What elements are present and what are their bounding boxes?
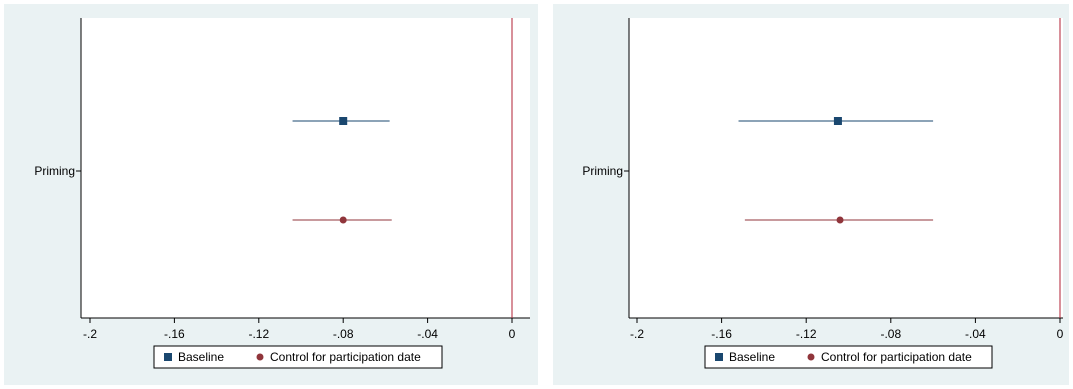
x-tick-label: 0 <box>1057 327 1064 341</box>
legend-marker-control <box>256 353 264 361</box>
coefficient-plot-right: -.2 -.16 -.12 -.08 -.04 0 Priming Baseline Contr… <box>582 18 1064 369</box>
x-tick-label: -.16 <box>164 327 185 341</box>
x-tick-label: -.2 <box>630 327 644 341</box>
point-estimate-baseline <box>339 117 348 125</box>
legend-marker-baseline <box>164 353 172 361</box>
plot-area <box>81 18 530 318</box>
x-tick-label: -.2 <box>83 327 97 341</box>
category-label: Priming <box>582 164 623 178</box>
legend-marker-baseline <box>715 353 723 361</box>
x-tick-label: -.12 <box>248 327 269 341</box>
chart-panel-right: -.2 -.16 -.12 -.08 -.04 0 Priming Baseline Contr… <box>553 4 1069 385</box>
chart-panel-left: -.2 -.16 -.12 -.08 -.04 0 Priming Baseline Contr… <box>4 4 538 385</box>
category-label: Priming <box>34 164 75 178</box>
legend-box <box>704 345 993 369</box>
legend: Baseline Control for participation date <box>704 345 993 369</box>
plot-area <box>629 18 1063 318</box>
x-tick-label: -.16 <box>711 327 732 341</box>
point-estimate-control <box>836 216 844 224</box>
x-tick-label: 0 <box>509 327 516 341</box>
x-tick-label: -.04 <box>417 327 438 341</box>
coefficient-plot-left: -.2 -.16 -.12 -.08 -.04 0 Priming Baseline Contr… <box>34 18 530 369</box>
x-tick-label: -.08 <box>333 327 354 341</box>
x-tick-label: -.04 <box>965 327 986 341</box>
point-estimate-baseline <box>833 117 842 125</box>
legend-label-control: Control for participation date <box>270 350 421 364</box>
legend: Baseline Control for participation date <box>153 345 443 369</box>
point-estimate-control <box>339 216 347 224</box>
legend-label-baseline: Baseline <box>729 350 775 364</box>
legend-box <box>153 345 443 369</box>
legend-marker-control <box>807 353 815 361</box>
x-tick-label: -.08 <box>880 327 901 341</box>
x-tick-label: -.12 <box>796 327 817 341</box>
legend-label-baseline: Baseline <box>178 350 224 364</box>
legend-label-control: Control for participation date <box>821 350 972 364</box>
